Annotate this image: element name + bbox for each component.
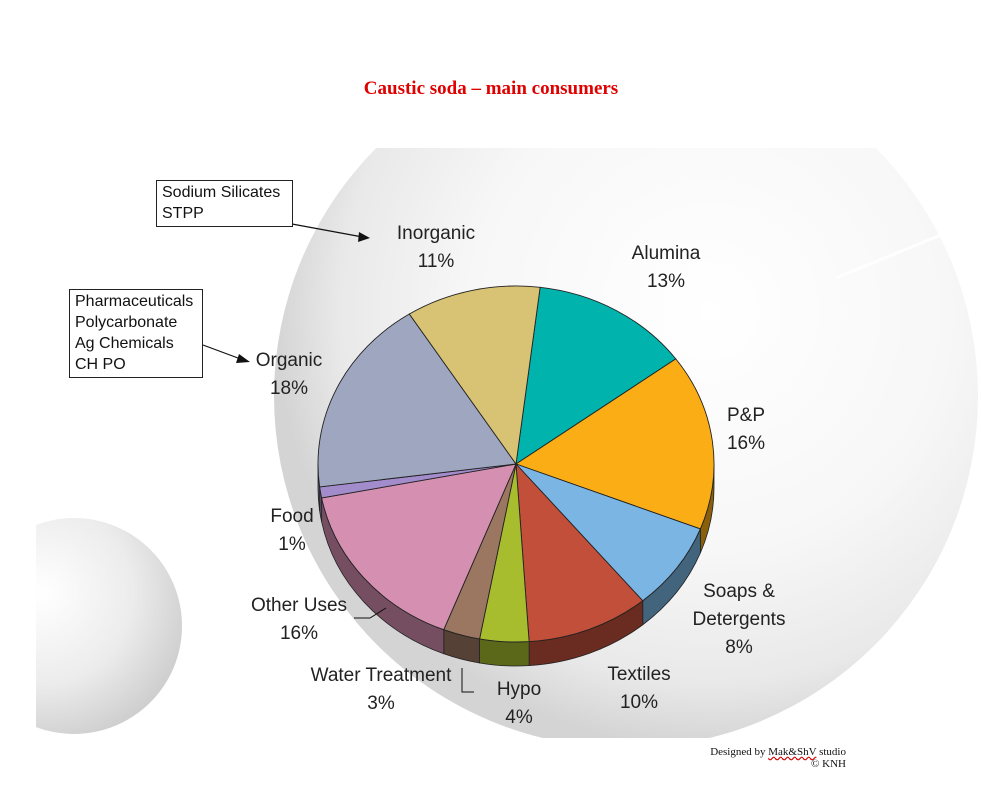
callout-line: Pharmaceuticals bbox=[75, 293, 194, 310]
slice-label-soaps: Soaps & Detergents 8% bbox=[692, 581, 786, 658]
background-glint bbox=[835, 216, 982, 280]
pie-slice-textiles bbox=[515, 462, 644, 643]
slice-label-water-treatment: Water Treatment 3% bbox=[310, 665, 452, 714]
pie-slice-alumina bbox=[515, 286, 677, 465]
slice-label-inorganic: Inorganic 11% bbox=[396, 223, 476, 272]
callout-line: Sodium Silicates bbox=[162, 184, 281, 201]
slice-label-food: Food 1% bbox=[270, 506, 314, 555]
organic-callout-box: Pharmaceuticals Polycarbonate Ag Chemica… bbox=[69, 289, 203, 378]
pie-slice-other-uses bbox=[321, 463, 517, 631]
slice-label-pp: P&P 16% bbox=[726, 405, 766, 454]
organic-arrow-head bbox=[236, 354, 250, 363]
pie-sides bbox=[317, 463, 715, 667]
callout-line: Polycarbonate bbox=[75, 314, 178, 331]
callout-line: CH PO bbox=[75, 356, 126, 373]
pie-tops bbox=[317, 285, 715, 643]
pie-slice-organic bbox=[317, 313, 517, 488]
callout-line: Ag Chemicals bbox=[75, 335, 174, 352]
slice-label-textiles: Textiles 10% bbox=[607, 664, 671, 713]
pie-side-hypo bbox=[479, 638, 530, 667]
other-uses-leader bbox=[354, 607, 387, 619]
water-treatment-leader bbox=[461, 668, 474, 693]
pie-slice-inorganic bbox=[408, 285, 541, 466]
pie-slice-soaps-detergents bbox=[515, 463, 701, 602]
slice-label-other-uses: Other Uses 16% bbox=[250, 595, 348, 644]
background-sphere-small bbox=[36, 518, 182, 734]
credit: Designed by Mak&ShV studio © KNH bbox=[710, 746, 846, 770]
callout-arrows bbox=[202, 223, 474, 693]
callout-line: STPP bbox=[162, 205, 204, 222]
chart-area: Alumina 13% P&P 16% Soaps & Detergents 8% Te… bbox=[36, 148, 982, 738]
slice-label-alumina: Alumina 13% bbox=[631, 243, 701, 292]
slice-label-organic: Organic 18% bbox=[255, 350, 323, 399]
inorganic-callout-box: Sodium Silicates STPP bbox=[156, 180, 293, 227]
inorganic-callout-arrow bbox=[291, 223, 369, 239]
pie-slice-p-p bbox=[514, 358, 715, 530]
pie-chart bbox=[36, 148, 982, 738]
slice-label-hypo: Hypo 4% bbox=[496, 679, 542, 728]
inorganic-arrow-head bbox=[358, 232, 370, 242]
chart-title: Caustic soda – main consumers bbox=[363, 78, 619, 99]
